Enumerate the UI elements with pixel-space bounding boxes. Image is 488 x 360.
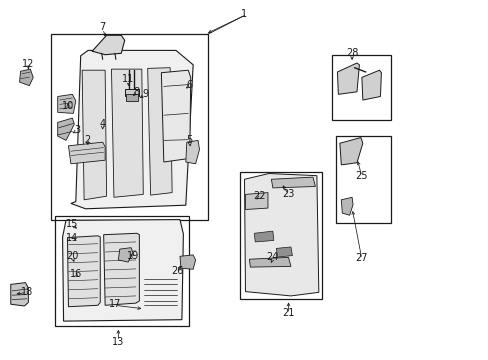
- Text: 4: 4: [100, 119, 105, 129]
- Polygon shape: [147, 68, 172, 195]
- Bar: [336, 136, 390, 223]
- Text: 12: 12: [22, 59, 35, 69]
- Bar: [239, 172, 321, 299]
- Text: 2: 2: [84, 135, 90, 145]
- Text: 22: 22: [252, 191, 265, 201]
- Text: 19: 19: [126, 251, 139, 261]
- Text: 9: 9: [142, 89, 148, 99]
- Text: 16: 16: [69, 269, 82, 279]
- Text: 25: 25: [355, 171, 367, 181]
- Circle shape: [246, 194, 266, 208]
- Text: 11: 11: [122, 74, 134, 84]
- Polygon shape: [126, 94, 138, 101]
- Polygon shape: [103, 233, 139, 305]
- Bar: [55, 216, 189, 326]
- Polygon shape: [58, 118, 74, 140]
- Text: 27: 27: [355, 253, 367, 264]
- Polygon shape: [118, 248, 133, 262]
- Text: 18: 18: [20, 287, 33, 297]
- Text: 10: 10: [62, 101, 75, 111]
- Polygon shape: [337, 63, 359, 94]
- Polygon shape: [341, 197, 352, 215]
- Text: 24: 24: [266, 252, 279, 262]
- Polygon shape: [185, 140, 199, 164]
- Polygon shape: [254, 231, 273, 242]
- Polygon shape: [244, 174, 318, 296]
- Polygon shape: [82, 70, 106, 200]
- Text: 5: 5: [186, 135, 192, 145]
- Polygon shape: [20, 69, 33, 86]
- Polygon shape: [58, 94, 76, 113]
- Polygon shape: [161, 70, 190, 162]
- Text: 20: 20: [66, 251, 79, 261]
- Polygon shape: [67, 236, 100, 307]
- Text: 28: 28: [345, 48, 358, 58]
- Polygon shape: [180, 255, 195, 269]
- Text: 8: 8: [133, 87, 139, 97]
- Text: 1: 1: [241, 9, 247, 19]
- Text: 3: 3: [74, 125, 80, 135]
- Text: 6: 6: [186, 80, 192, 90]
- Polygon shape: [111, 69, 143, 197]
- Polygon shape: [245, 193, 267, 210]
- Text: 14: 14: [66, 233, 79, 243]
- Text: 26: 26: [170, 266, 183, 276]
- Text: 7: 7: [100, 22, 105, 32]
- Polygon shape: [361, 70, 381, 100]
- Text: 15: 15: [66, 219, 79, 229]
- Polygon shape: [271, 177, 315, 188]
- Polygon shape: [68, 142, 105, 164]
- Text: 23: 23: [282, 189, 294, 199]
- Polygon shape: [124, 89, 139, 96]
- Polygon shape: [11, 283, 28, 306]
- Bar: [51, 34, 207, 220]
- Text: 17: 17: [108, 299, 121, 309]
- Text: 13: 13: [112, 337, 124, 347]
- Bar: [331, 55, 390, 120]
- Polygon shape: [339, 138, 362, 165]
- Polygon shape: [249, 257, 290, 267]
- Text: 21: 21: [282, 308, 294, 318]
- Polygon shape: [71, 50, 193, 209]
- Polygon shape: [276, 247, 292, 257]
- Polygon shape: [62, 220, 183, 321]
- Bar: [142, 274, 178, 310]
- Polygon shape: [92, 35, 124, 55]
